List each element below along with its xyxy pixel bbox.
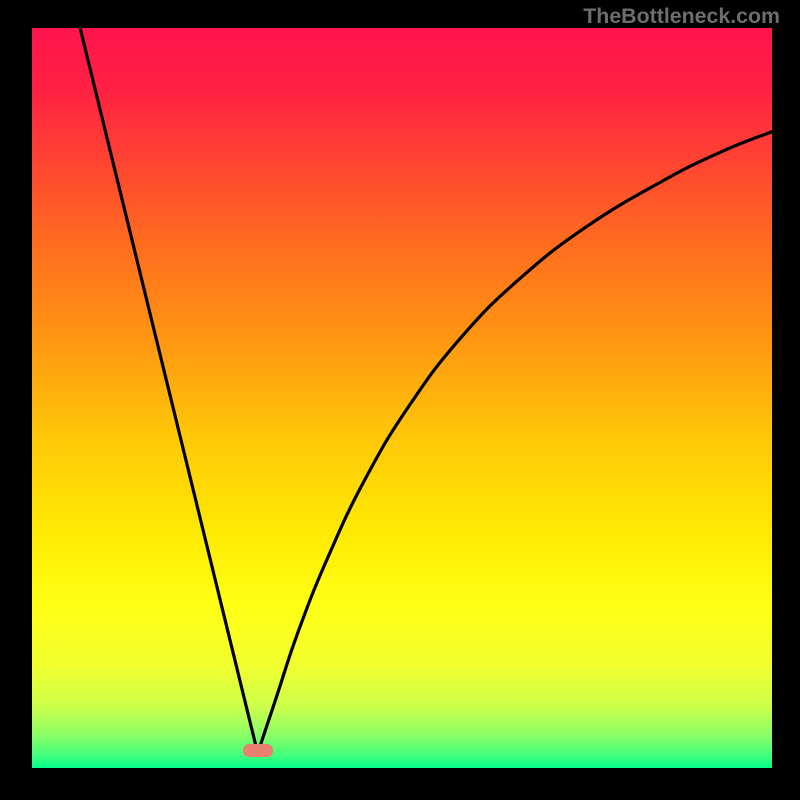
chart-plot-area (32, 28, 772, 768)
watermark-text: TheBottleneck.com (583, 4, 780, 29)
chart-gradient-background (32, 28, 772, 768)
trough-marker (243, 744, 273, 757)
